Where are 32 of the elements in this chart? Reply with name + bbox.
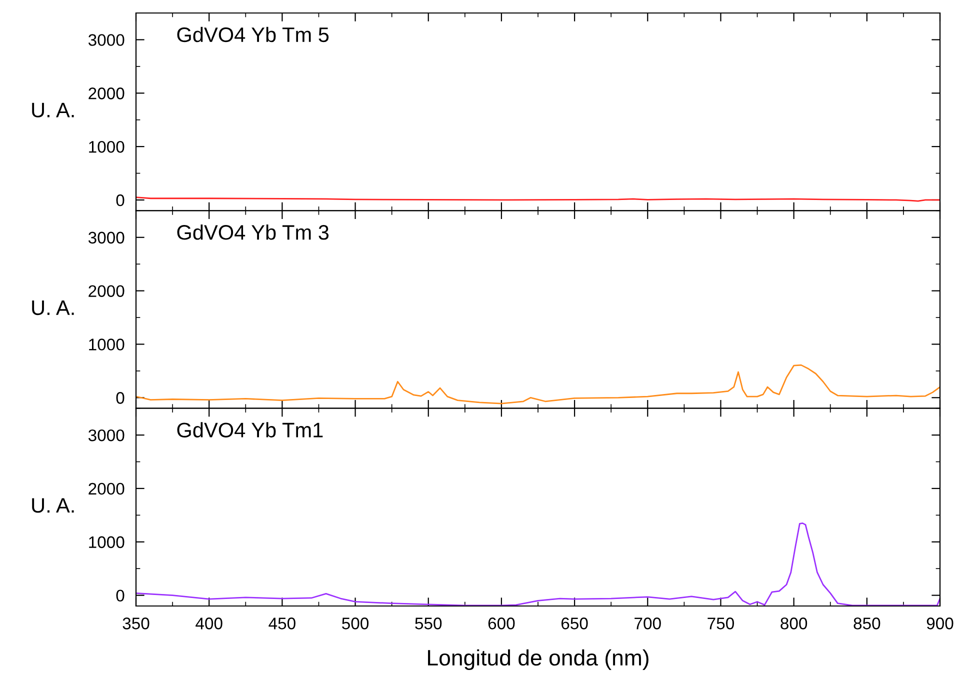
x-tick-label: 550 (415, 618, 442, 630)
y-tick-label: 0 (116, 392, 124, 404)
text: GdVO4 Yb Tm 5 (177, 26, 329, 42)
x-tick-label: 850 (854, 618, 880, 630)
line-series (136, 364, 940, 404)
y-tick-label: 3000 (88, 429, 124, 442)
x-tick-label: 800 (780, 618, 808, 630)
x-tick-label: 650 (561, 618, 588, 630)
text: GdVO4 Yb Tm 3 (177, 224, 329, 240)
x-tick-label: 500 (342, 618, 369, 630)
x-tick-label: 900 (926, 618, 954, 630)
y-tick-label: 1000 (89, 338, 124, 350)
y-axis-title: U. A. (32, 300, 74, 316)
y-tick-label: 2000 (88, 285, 124, 298)
x-tick-label: 350 (122, 618, 150, 630)
y-tick-label: 1000 (89, 536, 124, 548)
y-tick-label: 0 (116, 590, 124, 602)
x-tick-label: 700 (634, 618, 661, 630)
y-axis-title: U. A. (32, 498, 74, 513)
x-axis-title: Longitud de onda (nm) (428, 649, 648, 670)
text: GdVO4 Yb Tm1 (177, 422, 323, 438)
y-tick-label: 2000 (88, 88, 124, 100)
x-tick-label: 450 (268, 618, 296, 630)
x-tick-label: 750 (708, 618, 734, 630)
y-tick-label: 0 (116, 194, 124, 206)
y-tick-label: 1000 (89, 140, 124, 153)
y-axis-title: U. A. (32, 102, 74, 118)
y-tick-label: 2000 (88, 482, 124, 495)
y-tick-label: 3000 (88, 34, 124, 46)
x-tick-label: 400 (196, 618, 222, 630)
x-tick-label: 600 (488, 618, 515, 630)
y-tick-label: 3000 (88, 232, 124, 244)
